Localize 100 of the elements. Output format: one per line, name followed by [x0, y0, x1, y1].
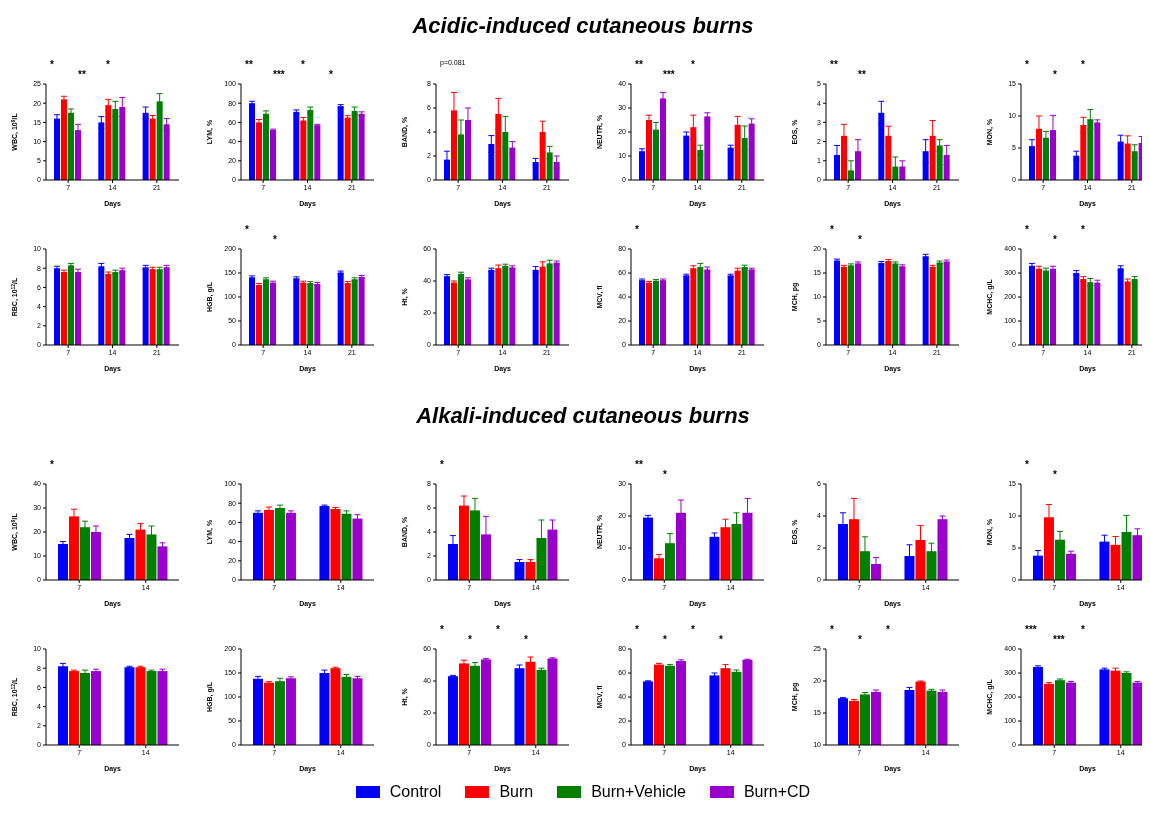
bar [727, 275, 734, 345]
text: ** [78, 69, 86, 80]
bar [443, 276, 450, 345]
bar [300, 120, 307, 180]
bar [163, 267, 170, 345]
bar [458, 663, 469, 745]
bar [74, 272, 81, 345]
bar [252, 678, 263, 745]
bar [263, 682, 274, 745]
bar [720, 668, 731, 745]
bar [1049, 268, 1056, 345]
bar [149, 118, 156, 180]
bar [457, 273, 464, 345]
text: * [1053, 69, 1057, 80]
text: * [663, 469, 667, 480]
text: * [858, 234, 862, 245]
bar [697, 267, 704, 345]
bar [645, 282, 652, 345]
legend-label: Control [389, 783, 442, 801]
bar [553, 262, 560, 345]
bar [1042, 270, 1049, 345]
bar [341, 513, 352, 580]
text: * [886, 624, 890, 635]
bar [344, 117, 351, 180]
bar [1065, 553, 1076, 580]
bar [653, 558, 664, 580]
bar [731, 671, 742, 745]
text: * [524, 634, 528, 645]
text: * [1053, 234, 1057, 245]
text: * [830, 624, 834, 635]
bar [539, 266, 546, 345]
text: * [301, 59, 305, 70]
bar [67, 265, 74, 345]
bar [642, 681, 653, 745]
bar [514, 668, 525, 745]
text: * [50, 459, 54, 470]
bar [469, 665, 480, 745]
text: * [635, 624, 639, 635]
bar [112, 272, 119, 345]
bar [878, 262, 885, 345]
bar [642, 517, 653, 580]
bar [885, 261, 892, 345]
text: * [858, 634, 862, 645]
bar [157, 546, 168, 580]
bar [1132, 682, 1142, 745]
text: * [106, 59, 110, 70]
text: *** [1053, 634, 1065, 645]
bar [1087, 282, 1094, 345]
bar [67, 112, 74, 180]
bar [742, 659, 753, 745]
text: ** [830, 59, 838, 70]
bar [1043, 683, 1054, 745]
bar [936, 262, 943, 345]
bar [105, 273, 112, 345]
bar [252, 512, 263, 580]
bar [319, 673, 330, 745]
bar [683, 275, 690, 345]
bar [351, 110, 358, 180]
bar [748, 123, 755, 180]
bar [1065, 682, 1076, 745]
bar [1073, 273, 1080, 345]
bar [314, 125, 321, 180]
bar [653, 664, 664, 745]
text: * [663, 634, 667, 645]
bar [156, 269, 163, 345]
bar [248, 103, 255, 180]
bar [341, 676, 352, 745]
bar [704, 269, 711, 345]
text: * [496, 624, 500, 635]
bar [525, 562, 536, 580]
bar [262, 113, 269, 180]
bar [741, 267, 748, 345]
bar [330, 508, 341, 580]
bar [1117, 268, 1124, 345]
bar [57, 544, 68, 580]
bar [464, 279, 471, 345]
bar [293, 111, 300, 180]
bar [285, 678, 296, 745]
bar [307, 109, 314, 180]
text: *** [1025, 624, 1037, 635]
text: ** [245, 59, 253, 70]
bar [119, 270, 126, 345]
text: * [245, 224, 249, 235]
bar [495, 268, 502, 345]
bar [509, 267, 516, 345]
bar [502, 265, 509, 345]
text: * [1081, 224, 1085, 235]
bar [536, 669, 547, 745]
bar [60, 272, 67, 345]
bar [98, 266, 105, 345]
bar [274, 681, 285, 745]
bar [1032, 555, 1043, 580]
text: ** [635, 459, 643, 470]
bar [547, 658, 558, 745]
bar [892, 263, 899, 345]
bar [142, 267, 149, 345]
bar [358, 113, 365, 180]
bar [1099, 669, 1110, 745]
bar [1124, 281, 1131, 345]
bar [922, 256, 929, 345]
